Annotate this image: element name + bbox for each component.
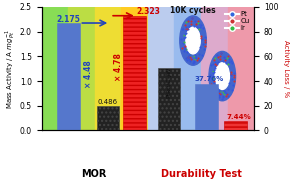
Bar — [68, 7, 95, 130]
Bar — [148, 7, 174, 130]
Text: × 4.78: × 4.78 — [114, 53, 123, 81]
Bar — [158, 68, 180, 130]
Bar — [195, 84, 218, 130]
Y-axis label: Activity Loss / %: Activity Loss / % — [283, 40, 288, 97]
Text: 2.323: 2.323 — [136, 7, 160, 16]
Text: 2.175: 2.175 — [56, 15, 80, 24]
Bar — [123, 16, 146, 130]
Text: PtRu/C-JW: PtRu/C-JW — [167, 67, 172, 98]
Legend: Pt, Cu, Ir: Pt, Cu, Ir — [225, 10, 251, 32]
Bar — [201, 7, 227, 130]
Circle shape — [180, 16, 206, 65]
Text: × 4.48: × 4.48 — [84, 61, 93, 88]
Text: 0.486: 0.486 — [98, 99, 118, 105]
Circle shape — [215, 63, 230, 89]
Text: 10K cycles: 10K cycles — [171, 6, 216, 15]
Circle shape — [186, 27, 200, 54]
Text: 7.44%: 7.44% — [226, 114, 251, 120]
Bar — [97, 106, 119, 130]
Circle shape — [209, 51, 236, 101]
Bar — [42, 7, 68, 130]
Bar — [224, 121, 247, 130]
Bar — [174, 7, 201, 130]
Y-axis label: Mass Activity / A $mg_{Pt}^{-1}$: Mass Activity / A $mg_{Pt}^{-1}$ — [4, 29, 17, 109]
Bar — [57, 23, 79, 130]
Bar — [121, 7, 148, 130]
Bar — [95, 7, 121, 130]
Bar — [227, 7, 254, 130]
Text: 37.76%: 37.76% — [194, 76, 224, 82]
Text: MOR: MOR — [81, 169, 106, 179]
Text: Durability Test: Durability Test — [161, 169, 241, 179]
